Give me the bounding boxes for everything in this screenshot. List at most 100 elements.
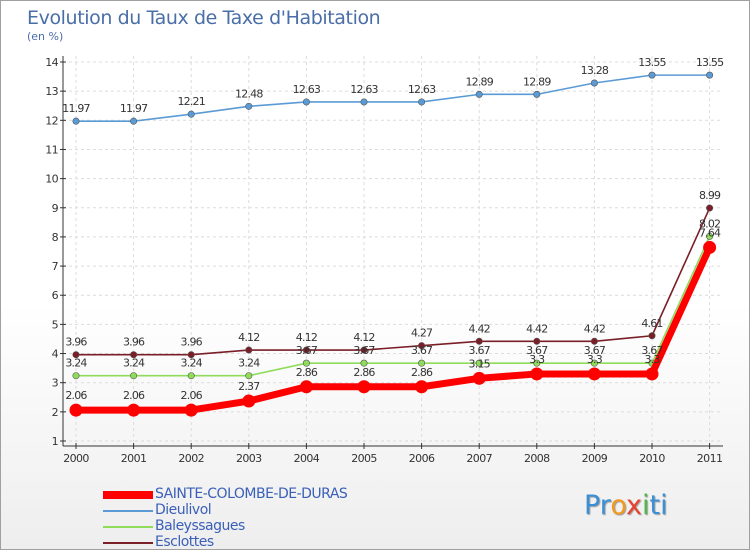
data-point xyxy=(72,351,80,359)
data-label: 11.97 xyxy=(120,102,148,115)
data-point xyxy=(533,337,541,345)
x-tick-label: 2000 xyxy=(63,452,89,465)
series-line-0 xyxy=(72,243,714,414)
data-label: 11.97 xyxy=(62,102,90,115)
data-label: 2.06 xyxy=(181,389,203,402)
data-label: 4.27 xyxy=(411,327,433,340)
data-label: 2.86 xyxy=(353,366,375,379)
y-tick-label: 6 xyxy=(52,289,59,302)
data-label: 7.64 xyxy=(699,226,721,239)
data-point xyxy=(360,346,368,354)
data-point xyxy=(187,110,195,118)
data-point xyxy=(648,71,656,79)
data-point xyxy=(245,372,253,380)
legend-label: SAINTE-COLOMBE-DE-DURAS xyxy=(155,486,348,502)
data-label: 8.02 xyxy=(699,217,720,230)
data-point xyxy=(590,359,598,367)
data-label: 3.67 xyxy=(526,344,548,357)
data-point xyxy=(415,380,429,394)
legend-label: Esclottes xyxy=(155,534,214,550)
data-label: 13.28 xyxy=(581,64,609,77)
y-tick-label: 4 xyxy=(52,348,59,361)
data-point xyxy=(360,98,368,106)
y-tick-label: 13 xyxy=(45,85,58,98)
data-point xyxy=(184,403,198,417)
x-tick-label: 2007 xyxy=(466,452,492,465)
data-point xyxy=(590,79,598,87)
x-tick-label: 2005 xyxy=(351,452,377,465)
data-point xyxy=(245,102,253,110)
data-label: 3.67 xyxy=(641,344,663,357)
data-point xyxy=(587,367,601,381)
data-label: 13.55 xyxy=(638,56,666,69)
data-point xyxy=(648,332,656,340)
x-tick-label: 2002 xyxy=(178,452,204,465)
data-point xyxy=(357,380,371,394)
data-label: 2.06 xyxy=(123,389,145,402)
data-label: 3.67 xyxy=(584,344,606,357)
y-tick-label: 7 xyxy=(52,260,59,273)
data-label: 3.3 xyxy=(644,353,660,366)
data-point xyxy=(530,367,544,381)
data-label: 3.67 xyxy=(469,344,491,357)
data-point xyxy=(130,372,138,380)
x-tick-label: 2003 xyxy=(236,452,262,465)
data-label: 4.12 xyxy=(238,331,259,344)
data-point xyxy=(302,346,310,354)
data-label: 3.67 xyxy=(296,344,318,357)
data-point xyxy=(418,342,426,350)
data-label: 4.42 xyxy=(469,322,490,335)
legend-swatch xyxy=(103,491,153,499)
y-tick-label: 14 xyxy=(45,56,58,69)
data-label: 12.21 xyxy=(177,95,205,108)
data-point xyxy=(302,359,310,367)
data-label: 4.42 xyxy=(526,322,547,335)
data-point xyxy=(72,372,80,380)
data-label: 3.24 xyxy=(181,357,203,370)
data-point xyxy=(242,394,256,408)
data-label: 3.3 xyxy=(529,353,545,366)
data-label: 12.63 xyxy=(293,83,321,96)
data-point xyxy=(299,380,313,394)
legend-label: Baleyssagues xyxy=(155,518,245,534)
data-point xyxy=(475,337,483,345)
y-tick-label: 9 xyxy=(52,202,59,215)
series-line-1 xyxy=(75,74,711,122)
data-label: 3.3 xyxy=(587,353,603,366)
data-label: 12.89 xyxy=(465,75,493,88)
x-tick-label: 2008 xyxy=(524,452,550,465)
data-label: 3.24 xyxy=(65,357,87,370)
legend-swatch xyxy=(103,526,153,528)
chart-title: Evolution du Taux de Taxe d'Habitation xyxy=(27,7,381,29)
y-tick-label: 8 xyxy=(52,231,59,244)
data-point xyxy=(245,346,253,354)
proxiti-logo: Proxiti xyxy=(584,490,668,521)
chart-subtitle: (en %) xyxy=(27,30,64,43)
data-point xyxy=(360,359,368,367)
x-tick-label: 2011 xyxy=(697,452,723,465)
data-label: 2.37 xyxy=(238,380,260,393)
data-label: 3.96 xyxy=(123,336,145,349)
data-point xyxy=(533,359,541,367)
data-label: 3.24 xyxy=(123,357,145,370)
data-point xyxy=(475,90,483,98)
data-label: 13.55 xyxy=(696,56,724,69)
y-tick-label: 11 xyxy=(45,143,58,156)
data-point xyxy=(475,359,483,367)
x-tick-label: 2006 xyxy=(409,452,435,465)
data-labels: 2.06 2.06 2.062.372.86 2.86 2.863.15 3.3 3.3 3.… xyxy=(62,56,725,402)
y-tick-label: 12 xyxy=(45,114,58,127)
data-label: 4.42 xyxy=(584,322,605,335)
data-label: 12.89 xyxy=(523,75,551,88)
y-tick-label: 10 xyxy=(45,173,58,186)
data-label: 4.12 xyxy=(296,331,317,344)
legend-swatch xyxy=(103,510,153,512)
series-line-3 xyxy=(75,207,711,356)
data-point xyxy=(69,403,83,417)
data-point xyxy=(706,232,714,240)
x-tick-label: 2010 xyxy=(639,452,665,465)
data-label: 3.96 xyxy=(65,336,87,349)
